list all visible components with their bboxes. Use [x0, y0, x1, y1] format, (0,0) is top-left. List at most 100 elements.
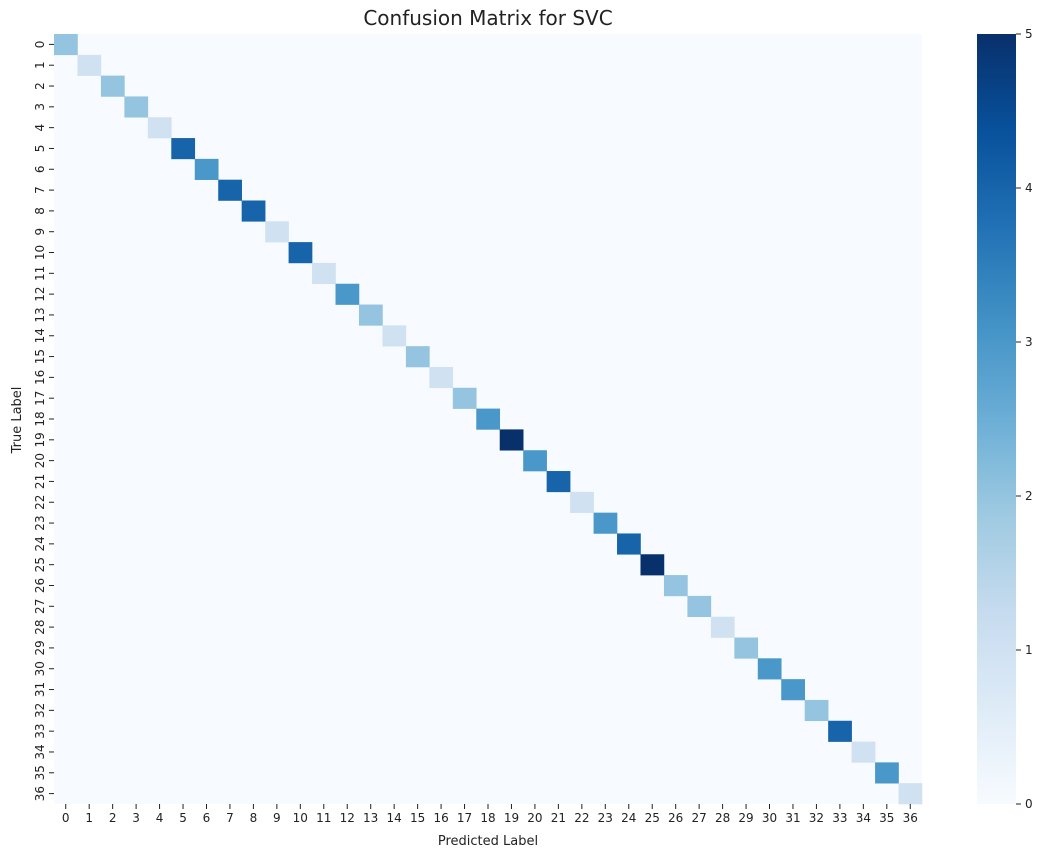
- heatmap-cell: [218, 179, 242, 201]
- x-tick-label: 14: [387, 811, 402, 825]
- heatmap-cell: [875, 762, 899, 784]
- x-tick-label: 13: [363, 811, 378, 825]
- y-tick-label: 22: [33, 495, 47, 510]
- x-tick-label: 8: [250, 811, 258, 825]
- y-tick-label: 14: [33, 328, 47, 343]
- y-tick-label: 2: [33, 82, 47, 90]
- x-tick-label: 28: [715, 811, 730, 825]
- x-tick-label: 30: [762, 811, 777, 825]
- x-tick-label: 22: [574, 811, 589, 825]
- x-tick-label: 26: [668, 811, 683, 825]
- heatmap-cell: [335, 283, 360, 305]
- heatmap-cell: [804, 699, 829, 722]
- y-tick-label: 5: [33, 145, 47, 153]
- colorbar-tick-label: 2: [1025, 489, 1033, 503]
- y-tick-label: 3: [33, 103, 47, 111]
- colorbar-tick-label: 3: [1025, 335, 1033, 349]
- x-tick-label: 33: [832, 811, 847, 825]
- y-axis-label: True Label: [10, 387, 25, 455]
- x-tick-label: 34: [856, 811, 871, 825]
- x-tick-label: 9: [273, 811, 281, 825]
- x-tick-label: 1: [85, 811, 93, 825]
- colorbar-ticks: 0 1 2 3 4 5: [1016, 27, 1033, 811]
- heatmap-cell: [499, 429, 524, 451]
- x-tick-label: 5: [179, 811, 187, 825]
- heatmap-cell: [476, 408, 501, 430]
- y-tick-label: 27: [33, 599, 47, 614]
- x-tick-label: 21: [551, 811, 566, 825]
- heatmap-cell: [54, 34, 78, 56]
- heatmap-cell: [452, 387, 477, 409]
- x-tick-label: 7: [226, 811, 234, 825]
- y-tick-label: 36: [33, 786, 47, 801]
- x-tick-label: 12: [340, 811, 355, 825]
- x-tick-label: 23: [598, 811, 613, 825]
- heatmap-cell: [734, 637, 759, 659]
- heatmap-cell: [265, 221, 289, 243]
- x-tick-label: 35: [879, 811, 894, 825]
- x-tick-label: 11: [316, 811, 331, 825]
- heatmap-cell: [429, 366, 454, 389]
- y-tick-label: 0: [33, 41, 47, 49]
- heatmap-cells: [54, 34, 923, 805]
- y-tick-label: 18: [33, 411, 47, 426]
- y-tick-label: 32: [33, 703, 47, 718]
- x-tick-label: 32: [809, 811, 824, 825]
- y-tick-label: 6: [33, 165, 47, 173]
- x-tick-label: 20: [527, 811, 542, 825]
- heatmap-cell: [663, 575, 688, 597]
- y-tick-label: 24: [33, 536, 47, 551]
- heatmap-cell: [687, 595, 712, 617]
- colorbar-tick-label: 5: [1025, 27, 1033, 41]
- x-tick-label: 36: [903, 811, 918, 825]
- y-tick-label: 25: [33, 557, 47, 572]
- y-axis: 0123456789101112131415161718192021222324…: [33, 41, 54, 801]
- heatmap-cell: [570, 491, 594, 513]
- heatmap-cell: [851, 741, 876, 763]
- x-tick-label: 15: [410, 811, 425, 825]
- heatmap-cell: [358, 304, 383, 326]
- y-tick-label: 4: [33, 124, 47, 132]
- x-tick-label: 3: [132, 811, 140, 825]
- heatmap-cell: [194, 158, 219, 180]
- heatmap-cell: [523, 450, 547, 472]
- y-tick-label: 9: [33, 228, 47, 236]
- x-tick-label: 24: [621, 811, 636, 825]
- y-tick-label: 8: [33, 207, 47, 215]
- heatmap-cell: [124, 96, 149, 118]
- heatmap-cell: [617, 533, 641, 555]
- y-tick-label: 11: [33, 266, 47, 281]
- y-tick-label: 13: [33, 307, 47, 322]
- y-tick-label: 29: [33, 640, 47, 655]
- x-tick-label: 4: [156, 811, 164, 825]
- heatmap-cell: [241, 200, 266, 222]
- colorbar-tick-label: 0: [1025, 797, 1033, 811]
- y-tick-label: 19: [33, 432, 47, 447]
- heatmap-cell: [77, 54, 102, 76]
- x-tick-label: 18: [480, 811, 495, 825]
- heatmap-cell: [640, 554, 665, 576]
- colorbar-gradient: [977, 34, 1016, 804]
- y-tick-label: 31: [33, 682, 47, 697]
- heatmap-cell: [405, 346, 430, 368]
- heatmap-cell: [382, 325, 407, 347]
- x-tick-label: 31: [785, 811, 800, 825]
- x-tick-label: 10: [293, 811, 308, 825]
- x-tick-label: 17: [457, 811, 472, 825]
- chart-title: Confusion Matrix for SVC: [363, 6, 612, 30]
- y-tick-label: 33: [33, 724, 47, 739]
- heatmap-cell: [546, 471, 571, 493]
- y-tick-label: 15: [33, 349, 47, 364]
- heatmap-cell: [757, 658, 782, 680]
- y-tick-label: 7: [33, 186, 47, 194]
- x-tick-label: 25: [645, 811, 660, 825]
- y-tick-label: 23: [33, 515, 47, 530]
- x-tick-label: 6: [203, 811, 211, 825]
- colorbar-tick-label: 1: [1025, 643, 1033, 657]
- colorbar-tick-label: 4: [1025, 181, 1033, 195]
- x-axis-label: Predicted Label: [438, 834, 538, 849]
- x-tick-label: 2: [109, 811, 117, 825]
- x-tick-label: 16: [433, 811, 448, 825]
